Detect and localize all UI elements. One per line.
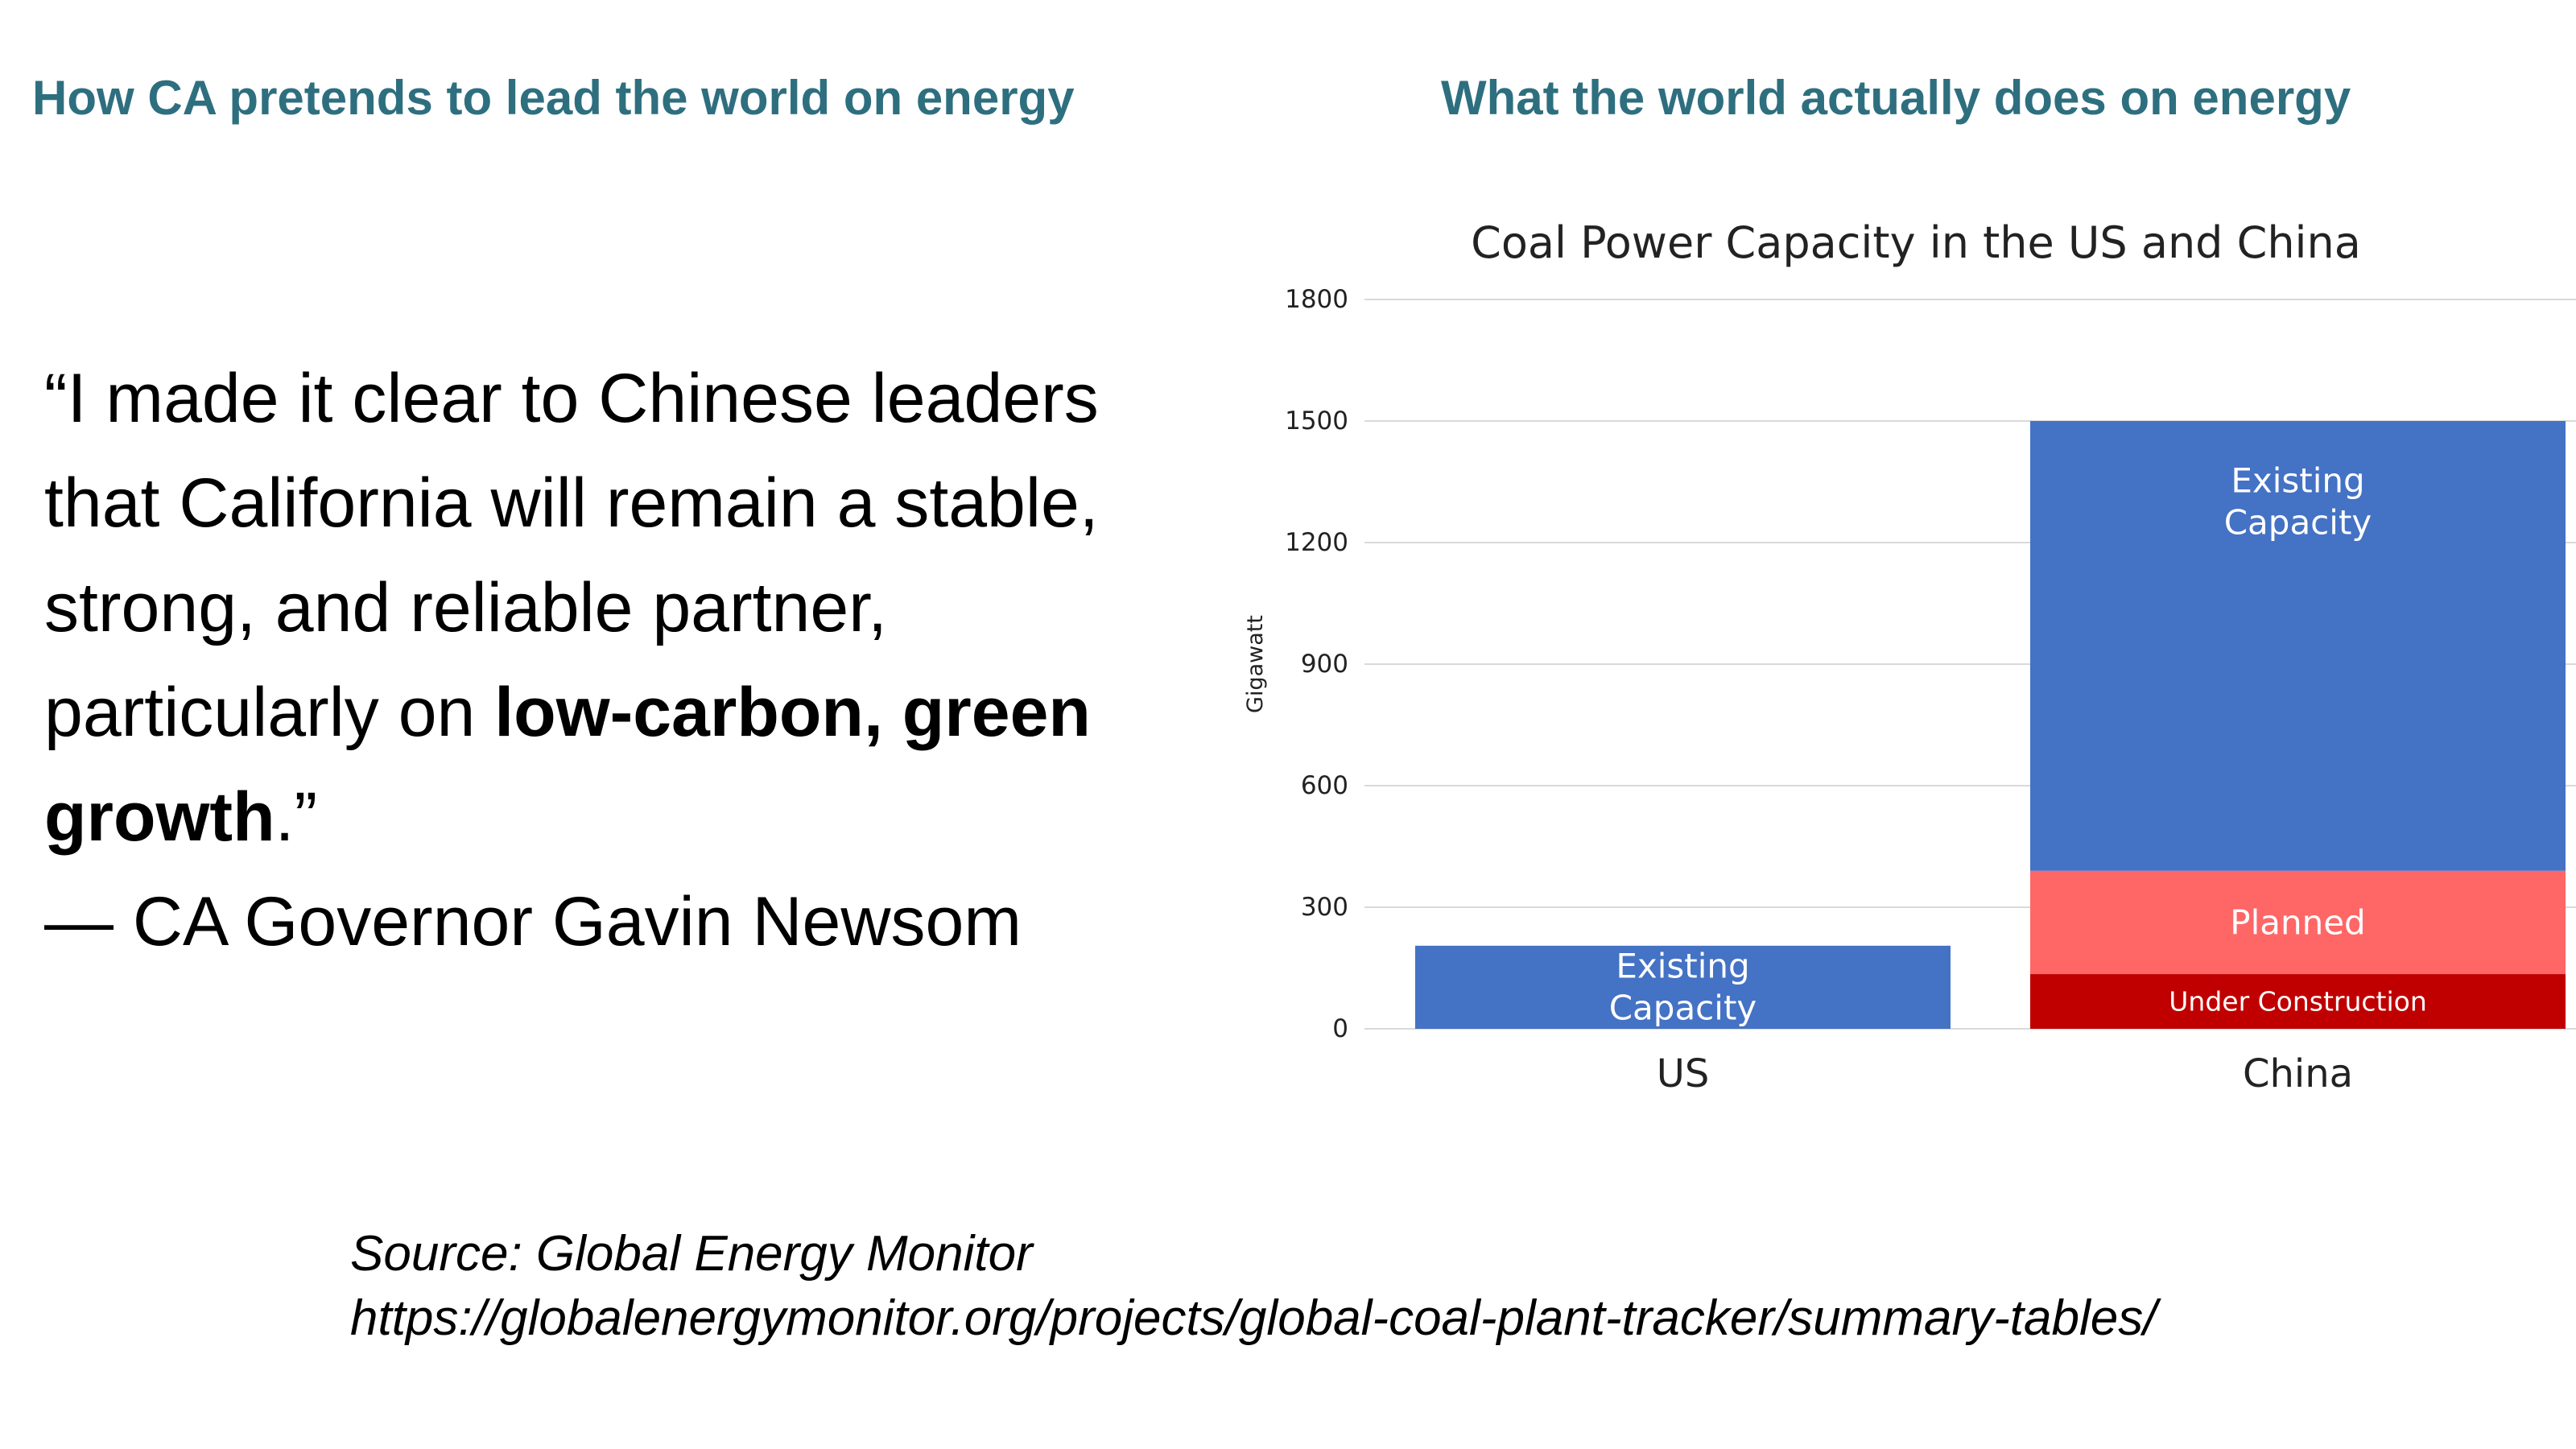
bar-segment [2030,974,2566,1029]
quote-line: strong, and reliable partner, [44,569,887,646]
bar-segment [1415,945,1951,1029]
right-heading: What the world actually does on energy [1441,71,2351,125]
quote-emphasis: growth [44,778,275,856]
quote-attribution: — CA Governor Gavin Newsom [44,883,1022,960]
quote-text: particularly on [44,674,495,751]
quote-line: that California will remain a stable, [44,464,1099,542]
quote-text: .” [275,778,318,856]
y-tick-label: 0 [1332,1014,1348,1043]
quote-line: “I made it clear to Chinese leaders [44,360,1099,437]
quote-line: particularly on low-carbon, green [44,660,1203,765]
x-category-label: US [1657,1051,1710,1096]
y-tick-label: 1200 [1285,528,1348,557]
bar-data-label: Capacity [1609,988,1757,1027]
bar-data-label: Planned [2230,903,2365,943]
quote-emphasis: low-carbon, green [494,674,1091,751]
source-label: Source: Global Energy Monitor [350,1226,1033,1282]
chart-title: Coal Power Capacity in the US and China [1471,217,2361,268]
coal-capacity-chart: Coal Power Capacity in the US and China 0… [1243,217,2576,1096]
x-category-label: China [2243,1051,2353,1096]
quote-line: growth.” [44,765,1203,869]
source-block: Source: Global Energy Monitor https://gl… [350,1222,2157,1351]
y-tick-label: 1500 [1285,407,1348,436]
bar-data-label: Existing [1616,946,1749,985]
left-heading: How CA pretends to lead the world on ene… [32,71,1075,125]
source-url[interactable]: https://globalenergymonitor.org/projects… [350,1290,2157,1346]
quote-block: “I made it clear to Chinese leaders that… [44,346,1203,974]
y-tick-label: 1800 [1285,285,1348,314]
bar-data-label: Capacity [2224,503,2372,543]
bar-data-label: Existing [2231,461,2364,501]
y-axis-label: Gigawatt [1243,615,1268,713]
y-tick-label: 300 [1301,893,1348,922]
y-tick-label: 600 [1301,771,1348,800]
bar-data-label: Under Construction [2169,986,2427,1018]
bar-segment [2030,421,2566,871]
bar-segment [2030,870,2566,975]
y-tick-label: 900 [1301,650,1348,679]
